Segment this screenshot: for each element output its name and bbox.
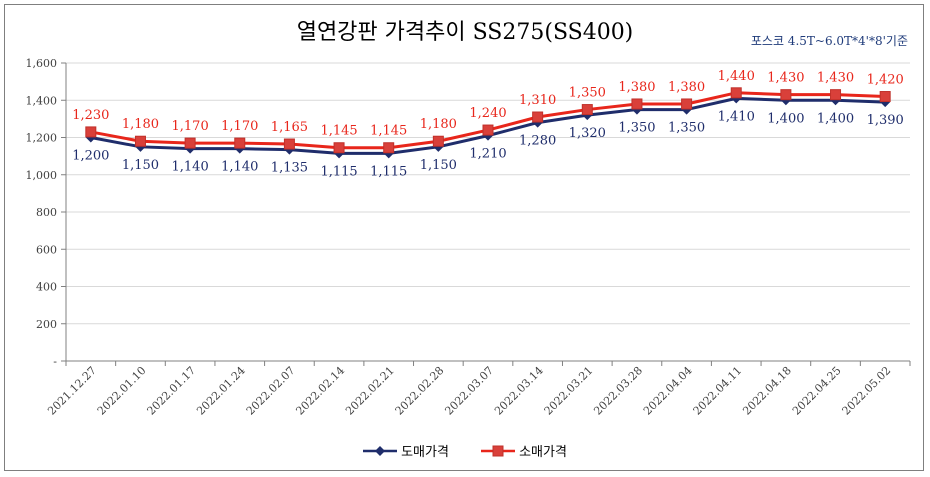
x-tick-label: 2022.02.28 <box>393 364 447 418</box>
data-label-wholesale: 1,410 <box>718 109 755 124</box>
data-label-retail: 1,180 <box>122 117 159 132</box>
y-tick-label: - <box>53 355 57 368</box>
data-label-wholesale: 1,390 <box>867 113 904 128</box>
point-retail <box>780 89 792 101</box>
y-tick-label: 1,400 <box>26 94 58 107</box>
data-label-retail: 1,240 <box>469 106 506 121</box>
data-label-retail: 1,350 <box>569 86 606 101</box>
x-tick-label: 2022.04.25 <box>790 364 844 418</box>
y-tick-label: 1,200 <box>26 132 58 145</box>
x-tick-label: 2022.03.14 <box>492 364 546 418</box>
legend-item-retail: 소매가격 <box>481 441 567 460</box>
point-retail <box>283 138 295 150</box>
data-label-wholesale: 1,140 <box>172 160 209 175</box>
data-label-retail: 1,430 <box>767 71 804 86</box>
data-label-retail: 1,380 <box>668 80 705 95</box>
legend-item-wholesale: 도매가격 <box>363 441 449 460</box>
data-label-wholesale: 1,150 <box>420 158 457 173</box>
point-retail <box>830 89 842 101</box>
data-label-wholesale: 1,400 <box>817 111 854 126</box>
point-retail <box>532 111 544 123</box>
legend-label-wholesale: 도매가격 <box>401 445 449 460</box>
point-retail <box>681 98 693 110</box>
data-label-wholesale: 1,135 <box>271 161 308 176</box>
data-label-wholesale: 1,320 <box>569 126 606 141</box>
x-tick-label: 2022.01.17 <box>145 364 199 418</box>
data-label-retail: 1,380 <box>618 80 655 95</box>
x-tick-label: 2022.03.28 <box>591 364 645 418</box>
point-retail <box>234 137 246 149</box>
point-retail <box>581 104 593 116</box>
x-tick-label: 2022.02.14 <box>293 364 347 418</box>
data-label-retail: 1,420 <box>867 73 904 88</box>
chart-subtitle: 포스코 4.5T~6.0T*4'*8'기준 <box>750 34 908 48</box>
x-tick-label: 2022.03.07 <box>442 364 496 418</box>
y-tick-label: 200 <box>36 318 57 331</box>
data-label-retail: 1,230 <box>72 108 109 123</box>
legend-retail-marker-icon <box>481 445 516 456</box>
point-retail <box>730 87 742 99</box>
point-retail <box>432 135 444 147</box>
data-label-wholesale: 1,115 <box>320 164 357 179</box>
data-label-wholesale: 1,210 <box>469 147 506 162</box>
data-label-retail: 1,310 <box>519 93 556 108</box>
data-label-wholesale: 1,400 <box>767 111 804 126</box>
y-tick-label: 1,000 <box>26 169 58 182</box>
point-retail <box>333 142 345 154</box>
data-label-retail: 1,165 <box>271 120 308 135</box>
data-label-wholesale: 1,200 <box>72 149 109 164</box>
point-retail <box>879 91 891 103</box>
y-tick-label: 600 <box>36 243 57 256</box>
data-label-wholesale: 1,140 <box>221 160 258 175</box>
chart-frame <box>4 4 924 471</box>
legend-wholesale-marker-icon <box>363 445 398 456</box>
legend-label-retail: 소매가격 <box>519 445 567 460</box>
data-label-wholesale: 1,280 <box>519 134 556 149</box>
x-tick-label: 2022.03.21 <box>542 364 596 418</box>
data-label-retail: 1,170 <box>221 119 258 134</box>
x-tick-label: 2022.04.11 <box>691 364 745 418</box>
point-retail <box>134 135 146 147</box>
point-retail <box>383 142 395 154</box>
x-tick-label: 2021.12.27 <box>45 364 99 418</box>
x-tick-label: 2022.01.10 <box>95 364 149 418</box>
x-tick-label: 2022.02.07 <box>244 364 298 418</box>
data-label-wholesale: 1,150 <box>122 158 159 173</box>
point-retail <box>184 137 196 149</box>
y-tick-label: 400 <box>36 281 57 294</box>
point-retail <box>631 98 643 110</box>
data-label-wholesale: 1,350 <box>618 121 655 136</box>
y-tick-label: 800 <box>36 206 57 219</box>
data-label-wholesale: 1,115 <box>370 164 407 179</box>
point-retail <box>482 124 494 136</box>
data-label-retail: 1,440 <box>718 69 755 84</box>
data-label-retail: 1,170 <box>172 119 209 134</box>
point-retail <box>85 126 97 138</box>
chart-title: 열연강판 가격추이 SS275(SS400) <box>296 20 634 45</box>
data-label-wholesale: 1,350 <box>668 121 705 136</box>
x-tick-label: 2022.04.18 <box>740 364 794 418</box>
legend: 도매가격 소매가격 <box>0 441 930 461</box>
x-tick-label: 2022.01.24 <box>194 364 248 418</box>
data-label-retail: 1,430 <box>817 71 854 86</box>
data-label-retail: 1,145 <box>320 124 357 139</box>
data-label-retail: 1,180 <box>420 117 457 132</box>
x-tick-label: 2022.02.21 <box>343 364 397 418</box>
x-tick-label: 2022.04.04 <box>641 364 695 418</box>
y-tick-label: 1,600 <box>26 57 58 70</box>
x-tick-label: 2022.05.02 <box>840 364 894 418</box>
data-label-retail: 1,145 <box>370 124 407 139</box>
